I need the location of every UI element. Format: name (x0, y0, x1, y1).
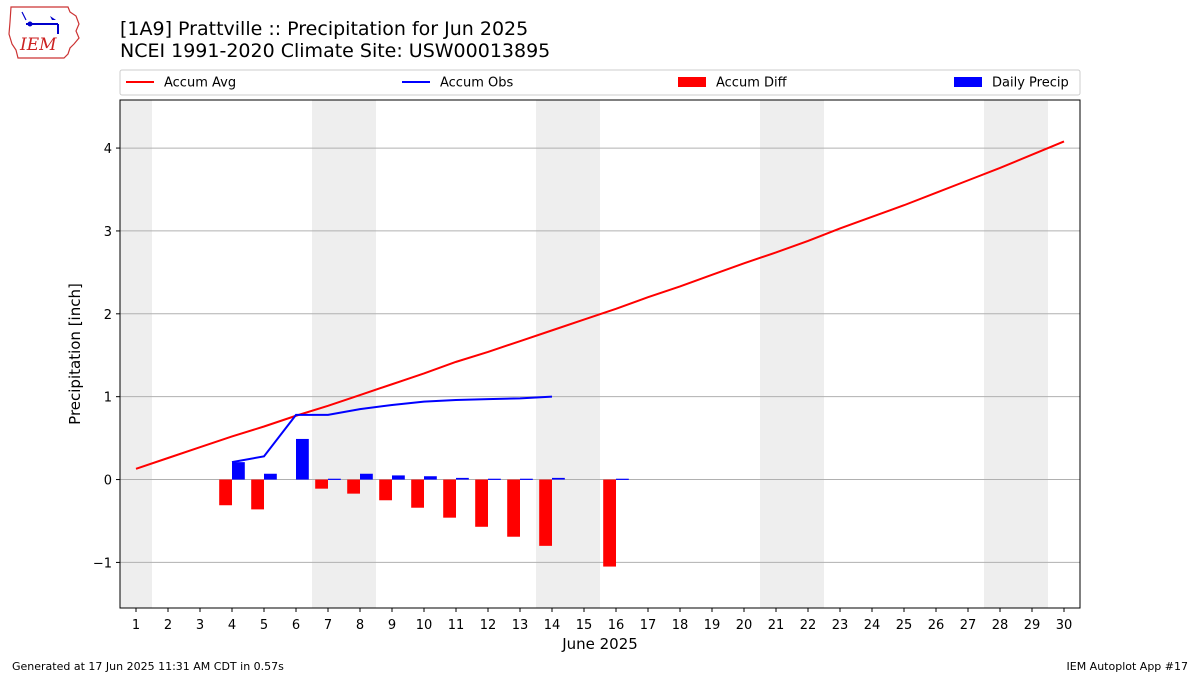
weekend-band (760, 100, 792, 608)
daily-precip-bar (264, 473, 277, 480)
legend: Accum Avg Accum Obs Accum Diff Daily Pre… (119, 69, 1081, 96)
x-tick-label: 23 (832, 618, 849, 633)
x-tick-label: 26 (928, 618, 945, 633)
weekend-band (120, 100, 152, 608)
plot-area-frame (119, 99, 1081, 609)
legend-frame (119, 69, 1081, 96)
daily-precip-bar (520, 478, 533, 480)
generated-timestamp: Generated at 17 Jun 2025 11:31 AM CDT in… (12, 660, 284, 673)
x-tick-label: 7 (324, 618, 332, 633)
accum-diff-bar (379, 479, 392, 501)
x-tick-label: 22 (800, 618, 817, 633)
x-axis-ticks: 1 2 3 4 5 6 7 8 9 10 11 12 13 14 15 16 17 18 19 20 21 22 23 24 2… (132, 608, 1072, 633)
x-tick-label: 17 (640, 618, 657, 633)
daily-precip-bar (232, 462, 245, 480)
legend-label-accum-diff: Accum Diff (716, 76, 788, 91)
app-credit: IEM Autoplot App #17 (1066, 660, 1189, 673)
accum-diff-bar (475, 479, 488, 527)
x-tick-label: 27 (960, 618, 977, 633)
x-tick-label: 13 (512, 618, 529, 633)
x-tick-label: 14 (544, 618, 561, 633)
x-tick-label: 30 (1056, 618, 1073, 633)
x-tick-label: 10 (416, 618, 433, 633)
x-tick-label: 29 (1024, 618, 1041, 633)
x-tick-label: 24 (864, 618, 881, 633)
legend-swatch-daily-precip (954, 77, 982, 87)
legend-label-daily-precip: Daily Precip (992, 76, 1069, 91)
weekend-shading (120, 100, 1048, 608)
daily-precip-bar (296, 438, 309, 480)
x-tick-label: 8 (356, 618, 364, 633)
x-tick-label: 12 (480, 618, 497, 633)
x-tick-label: 4 (228, 618, 236, 633)
weekend-band (344, 100, 376, 608)
x-tick-label: 28 (992, 618, 1009, 633)
daily-precip-bar (360, 473, 373, 480)
accum-obs-line (231, 395, 553, 464)
x-tick-label: 5 (260, 618, 268, 633)
y-tick-label: 3 (104, 225, 112, 240)
x-tick-label: 11 (448, 618, 465, 633)
y-tick-label: 1 (104, 391, 112, 406)
y-tick-label: 2 (104, 308, 112, 323)
x-tick-label: 20 (736, 618, 753, 633)
daily-precip-bar (488, 478, 501, 480)
weekend-band (984, 100, 1016, 608)
x-tick-label: 9 (388, 618, 396, 633)
chart-subtitle: NCEI 1991-2020 Climate Site: USW00013895 (120, 40, 551, 62)
y-tick-label: 0 (104, 474, 112, 489)
weekend-band (568, 100, 600, 608)
accum-diff-bar (219, 479, 232, 506)
bars (219, 438, 629, 567)
accum-diff-bar (443, 479, 456, 518)
x-axis-label: June 2025 (561, 635, 638, 653)
daily-precip-bar (328, 478, 341, 480)
x-tick-label: 6 (292, 618, 300, 633)
accum-diff-bar (251, 479, 264, 510)
lines (135, 140, 1065, 470)
x-tick-label: 15 (576, 618, 593, 633)
y-axis-ticks: −1 0 1 2 3 4 (93, 142, 120, 571)
chart-title: [1A9] Prattville :: Precipitation for Ju… (120, 18, 529, 40)
iem-logo: IEM (6, 4, 82, 60)
accum-diff-bar (603, 479, 616, 567)
daily-precip-bar (424, 476, 437, 480)
accum-diff-bar (347, 479, 360, 494)
daily-precip-bar (552, 477, 565, 480)
x-tick-label: 16 (608, 618, 625, 633)
weekend-band (312, 100, 344, 608)
accum-diff-bar (315, 479, 328, 489)
y-tick-label: 4 (104, 142, 112, 157)
x-tick-label: 1 (132, 618, 140, 633)
accum-diff-bar (539, 479, 552, 546)
daily-precip-bar (616, 478, 629, 480)
x-tick-label: 25 (896, 618, 913, 633)
x-tick-label: 19 (704, 618, 721, 633)
x-tick-label: 18 (672, 618, 689, 633)
legend-label-accum-obs: Accum Obs (440, 76, 513, 91)
daily-precip-bar (456, 477, 469, 480)
x-tick-label: 21 (768, 618, 785, 633)
legend-label-accum-avg: Accum Avg (164, 76, 236, 91)
x-tick-label: 2 (164, 618, 172, 633)
weekend-band (792, 100, 824, 608)
accum-diff-bar (411, 479, 424, 508)
y-tick-label: −1 (93, 556, 112, 571)
x-tick-label: 3 (196, 618, 204, 633)
logo-text: IEM (19, 35, 57, 55)
weekend-band (1016, 100, 1048, 608)
daily-precip-bar (392, 475, 405, 480)
accum-diff-bar (507, 479, 520, 537)
accum-avg-line (135, 140, 1065, 470)
legend-swatch-accum-diff (678, 77, 706, 87)
y-axis-label: Precipitation [inch] (66, 283, 84, 425)
